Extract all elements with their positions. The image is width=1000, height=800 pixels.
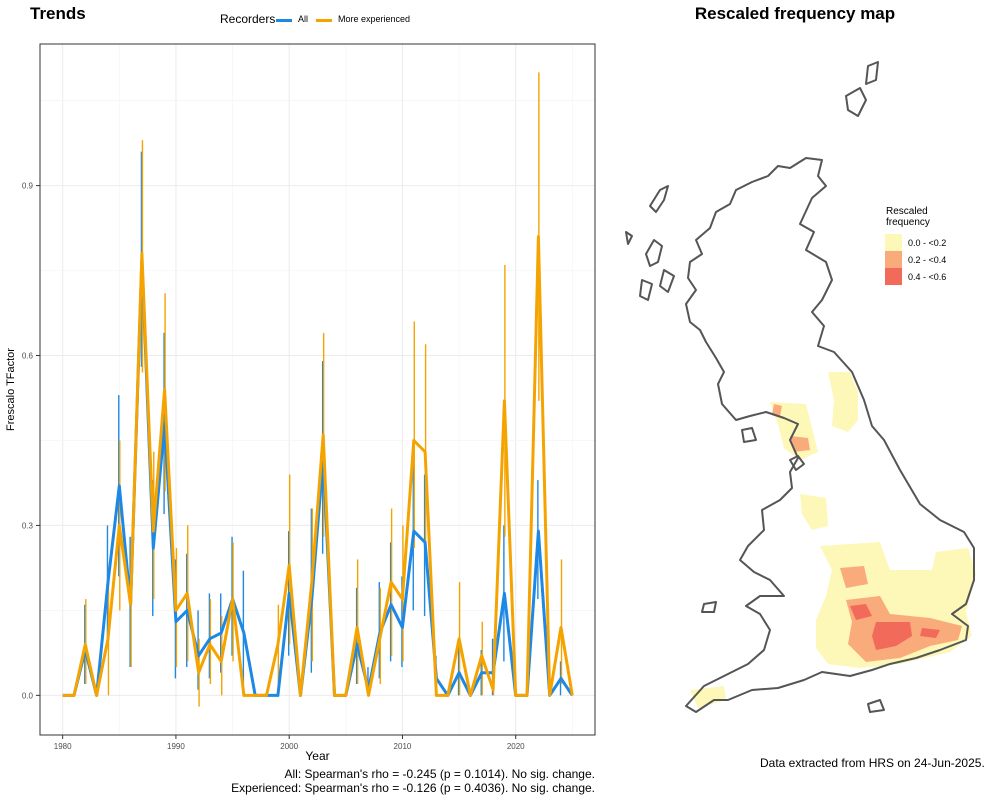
- y-tick-label: 0.3: [22, 521, 34, 530]
- x-tick-label: 2020: [507, 742, 525, 751]
- shade-south-high-2: [872, 622, 912, 650]
- legend-label-all: All: [298, 14, 309, 24]
- map-legend-title-line2: frequency: [886, 217, 930, 228]
- trends-title: Trends: [30, 4, 86, 23]
- data-source-note: Data extracted from HRS on 24-Jun-2025.: [760, 756, 985, 770]
- map-legend-title: Rescaled frequency: [886, 206, 956, 228]
- gb-outline: [625, 61, 975, 713]
- series-line-experienced: [62, 235, 574, 697]
- map-title: Rescaled frequency map: [694, 4, 896, 23]
- map-legend-label-mid: 0.2 - <0.4: [908, 255, 947, 265]
- map-legend-swatch-mid: [885, 251, 902, 268]
- x-axis-label: Year: [305, 749, 329, 763]
- uk-frequency-map: [625, 61, 976, 713]
- plot-border: [39, 43, 596, 736]
- legend-label-experienced: More experienced: [338, 14, 411, 24]
- shade-north-east: [828, 372, 858, 432]
- map-legend-label-low: 0.0 - <0.2: [908, 238, 947, 248]
- shade-lakes-mid: [772, 404, 782, 416]
- y-tick-label: 0.0: [22, 691, 34, 700]
- shade-south-high: [850, 604, 872, 620]
- map-legend-swatch-low: [885, 234, 902, 251]
- map-legend-label-high: 0.4 - <0.6: [908, 272, 947, 282]
- y-tick-label: 0.9: [22, 182, 34, 191]
- x-tick-label: 2010: [394, 742, 412, 751]
- x-tick-label: 2000: [280, 742, 298, 751]
- x-tick-label: 1990: [167, 742, 185, 751]
- shade-wales: [800, 494, 828, 530]
- legend-swatch-all: [276, 19, 292, 22]
- legend-swatch-experienced: [316, 19, 332, 22]
- map-legend-title-line1: Rescaled: [886, 206, 928, 217]
- trend-chart: 1980 1990 2000 2010 2020 0.0 0.3 0.6 0.9 Year Fres…: [5, 43, 596, 763]
- shade-south-mid: [840, 566, 868, 588]
- stats-experienced: Experienced: Spearman's rho = -0.126 (p …: [231, 781, 595, 795]
- map-legend-swatch-high: [885, 268, 902, 285]
- stats-all: All: Spearman's rho = -0.245 (p = 0.1014…: [284, 767, 595, 781]
- y-axis-label: Frescalo TFactor: [5, 348, 17, 431]
- frequency-shading: [690, 372, 976, 708]
- x-tick-label: 1980: [54, 742, 72, 751]
- legend-title: Recorders: [220, 12, 276, 26]
- shade-south-high-3: [920, 628, 940, 638]
- shade-lakes-mid-2: [790, 436, 810, 452]
- y-tick-label: 0.6: [22, 352, 34, 361]
